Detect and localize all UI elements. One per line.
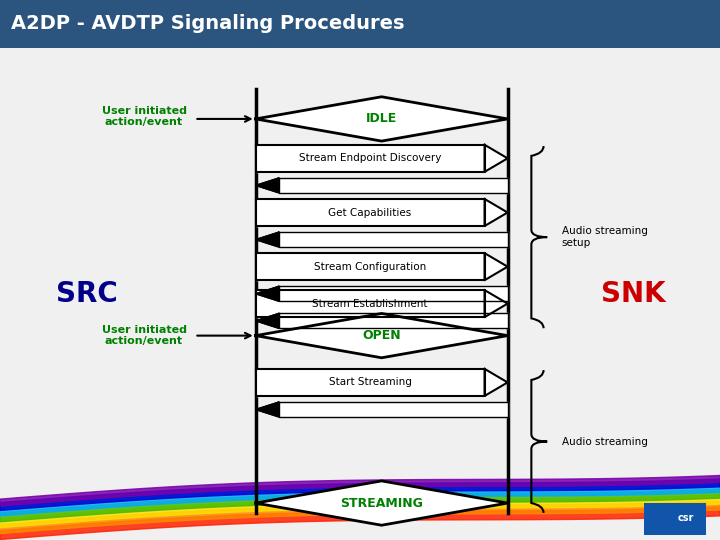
Polygon shape xyxy=(279,178,508,193)
Text: User initiated
action/event: User initiated action/event xyxy=(102,106,186,127)
Text: Audio streaming: Audio streaming xyxy=(562,436,647,447)
Polygon shape xyxy=(279,232,508,247)
Polygon shape xyxy=(256,369,485,396)
Text: STREAMING: STREAMING xyxy=(340,497,423,510)
Text: SRC: SRC xyxy=(55,280,117,308)
Polygon shape xyxy=(256,232,279,247)
Text: csr: csr xyxy=(678,513,693,523)
Polygon shape xyxy=(256,178,279,193)
Bar xyxy=(644,503,706,535)
Polygon shape xyxy=(279,313,508,328)
Text: SNK: SNK xyxy=(601,280,666,308)
Text: Start Streaming: Start Streaming xyxy=(328,377,412,387)
Polygon shape xyxy=(485,290,508,317)
Polygon shape xyxy=(256,286,279,301)
Polygon shape xyxy=(256,481,508,525)
Text: IDLE: IDLE xyxy=(366,112,397,125)
Text: Stream Establishment: Stream Establishment xyxy=(312,299,428,308)
Polygon shape xyxy=(485,199,508,226)
Text: Stream Configuration: Stream Configuration xyxy=(314,262,426,272)
Polygon shape xyxy=(256,97,508,141)
Polygon shape xyxy=(279,286,508,301)
Text: Get Capabilities: Get Capabilities xyxy=(328,207,412,218)
Polygon shape xyxy=(279,402,508,417)
Polygon shape xyxy=(485,369,508,396)
Text: User initiated
action/event: User initiated action/event xyxy=(102,325,186,347)
Polygon shape xyxy=(256,313,508,358)
Polygon shape xyxy=(256,402,279,417)
Polygon shape xyxy=(256,313,279,328)
Text: A2DP - AVDTP Signaling Procedures: A2DP - AVDTP Signaling Procedures xyxy=(11,14,405,33)
Polygon shape xyxy=(256,199,485,226)
Text: OPEN: OPEN xyxy=(362,329,401,342)
Polygon shape xyxy=(256,290,485,317)
Polygon shape xyxy=(256,145,485,172)
Polygon shape xyxy=(485,253,508,280)
Text: Audio streaming
setup: Audio streaming setup xyxy=(562,226,647,248)
Text: Stream Endpoint Discovery: Stream Endpoint Discovery xyxy=(299,153,441,163)
Polygon shape xyxy=(256,253,485,280)
Polygon shape xyxy=(485,145,508,172)
